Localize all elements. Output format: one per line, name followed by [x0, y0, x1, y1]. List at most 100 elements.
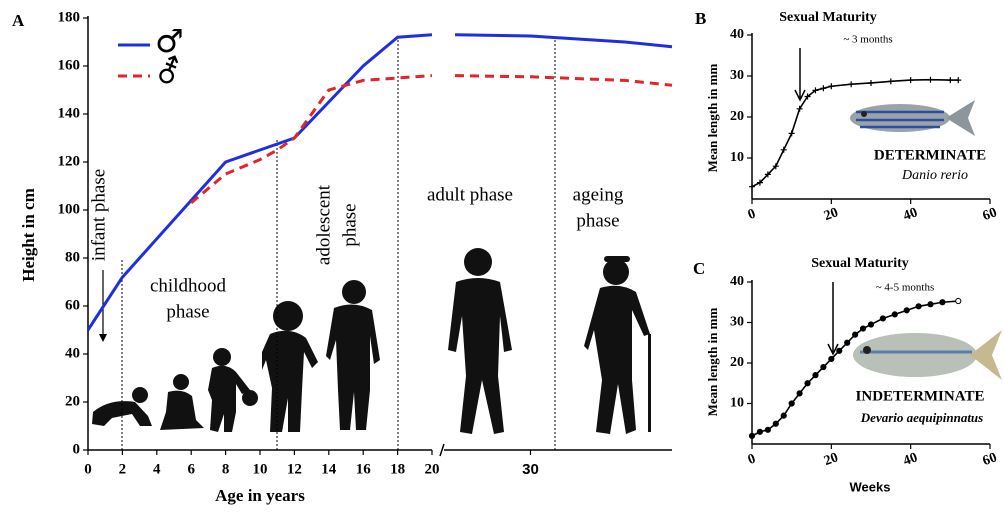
x-tick-label: 30	[522, 461, 539, 478]
point	[927, 301, 934, 308]
point	[772, 163, 779, 170]
annotation: Danio rerio	[901, 168, 968, 183]
y-tick-label: 100	[58, 201, 81, 217]
x-tick-label: 60	[981, 450, 999, 469]
phase-label: childhood	[150, 275, 226, 296]
point	[828, 355, 835, 363]
y-tick-label: 140	[58, 105, 81, 121]
y-tick-label: 40	[730, 274, 744, 289]
annotation: INDETERMINATE	[856, 388, 985, 404]
phase-label: phase	[166, 301, 209, 322]
phase-label: ageing	[573, 184, 624, 205]
x-tick-label: 0	[746, 206, 758, 222]
x-tick-label: 60	[981, 205, 999, 224]
y-tick-label: 10	[730, 396, 744, 411]
point	[804, 93, 811, 100]
x-tick-label: 10	[253, 461, 268, 477]
infant-arrowhead	[99, 334, 107, 342]
point	[879, 315, 887, 322]
point	[756, 428, 764, 435]
legend-label: ⚦	[155, 53, 182, 91]
point	[780, 412, 787, 419]
point	[868, 79, 874, 86]
annotation: ~ 4-5 months	[876, 282, 935, 294]
annotation: Devario aequipinnatus	[860, 410, 983, 425]
point	[891, 311, 898, 318]
x-tick-label: 18	[390, 461, 405, 477]
legend-label: ♂	[155, 22, 184, 60]
maturity-arrow-c	[827, 282, 839, 356]
series-line	[190, 74, 673, 204]
x-tick-label: 20	[822, 205, 840, 224]
x-tick-label: 40	[901, 205, 919, 224]
point	[748, 432, 756, 439]
axis-break	[439, 443, 445, 457]
y-tick-label: 0	[73, 441, 81, 457]
point	[848, 81, 855, 88]
point	[852, 331, 859, 338]
x-tick-label: 4	[153, 461, 161, 477]
point	[780, 146, 787, 153]
point	[955, 297, 962, 305]
point	[903, 307, 910, 314]
x-tick-label: 20	[822, 450, 840, 469]
point	[796, 105, 803, 112]
annotation: DETERMINATE	[874, 147, 986, 163]
point	[844, 339, 851, 346]
point	[788, 400, 795, 407]
point	[772, 420, 779, 427]
y-tick-label: 30	[730, 68, 744, 83]
point	[756, 179, 763, 186]
x-axis-label: Age in years	[215, 486, 305, 505]
point	[939, 299, 946, 306]
panel-label: C	[693, 259, 705, 278]
fish-devario	[853, 330, 1002, 380]
fish-danio	[850, 100, 975, 136]
annotation: ~ 3 months	[843, 34, 892, 46]
x-tick-label: 16	[356, 461, 372, 477]
point	[749, 183, 755, 190]
y-tick-label: 10	[730, 150, 744, 165]
y-axis-label: Mean length in mm	[705, 307, 720, 416]
y-tick-label: 80	[65, 249, 80, 265]
point	[859, 325, 867, 332]
phase-label: phase	[576, 210, 619, 231]
point	[907, 77, 914, 84]
growth-line	[751, 78, 959, 188]
y-tick-label: 20	[730, 109, 744, 124]
point	[804, 380, 811, 387]
y-tick-label: 20	[730, 355, 744, 370]
annotation: Sexual Maturity	[811, 256, 909, 271]
y-tick-label: 30	[730, 315, 744, 330]
x-tick-label: 8	[222, 461, 230, 477]
point	[764, 426, 771, 433]
x-tick-label: 20	[425, 461, 440, 477]
point	[812, 372, 819, 379]
y-tick-label: 40	[65, 345, 80, 361]
x-tick-label: 0	[746, 451, 758, 467]
phase-label: adolescent	[313, 184, 334, 265]
point	[927, 76, 934, 83]
point	[887, 78, 894, 85]
point	[764, 171, 771, 178]
x-tick-label: 6	[187, 461, 195, 477]
x-tick-label: 0	[84, 461, 92, 477]
point	[955, 77, 962, 84]
x-axis-label: Weeks	[850, 479, 891, 494]
point	[828, 83, 835, 90]
phase-lines	[121, 40, 556, 450]
y-tick-label: 40	[730, 27, 744, 42]
panel-label: B	[695, 9, 706, 28]
y-axis-label: Height in cm	[19, 188, 38, 282]
phase-label: infant phase	[88, 169, 109, 261]
maturity-arrow-b	[794, 48, 806, 102]
y-tick-label: 120	[58, 153, 81, 169]
panel-label: A	[12, 11, 25, 30]
phase-label: adult phase	[427, 184, 513, 205]
y-tick-label: 20	[65, 393, 80, 409]
x-tick-label: 12	[287, 461, 302, 477]
point	[820, 363, 827, 371]
point	[867, 321, 875, 328]
